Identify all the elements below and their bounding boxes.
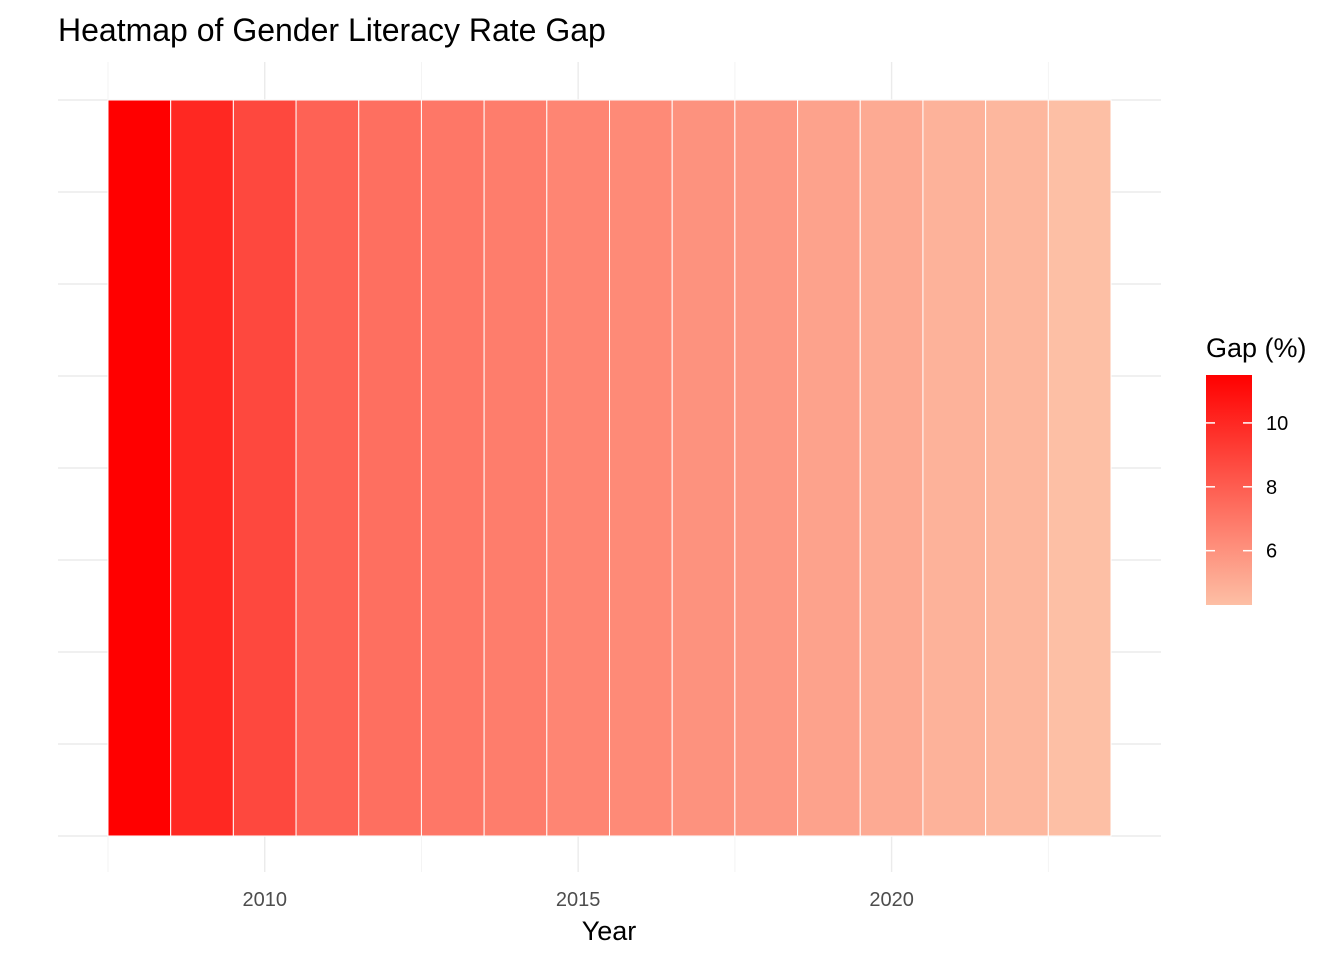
heatmap-tile bbox=[420, 99, 485, 837]
heatmap-tile bbox=[170, 99, 234, 837]
legend-ticks: 6 8 10 bbox=[1206, 413, 1288, 563]
heatmap-tile bbox=[985, 99, 1049, 837]
heatmap-tile bbox=[1047, 99, 1112, 837]
x-tick-label: 2020 bbox=[869, 889, 914, 911]
heatmap-tile bbox=[232, 99, 297, 837]
heatmap-tiles bbox=[107, 99, 1112, 837]
heatmap-tile bbox=[546, 99, 610, 837]
x-axis-title: Year bbox=[582, 916, 637, 946]
legend-tick-label: 6 bbox=[1266, 541, 1277, 563]
color-legend: Gap (%) 6 8 10 bbox=[1206, 333, 1307, 605]
x-tick-label: 2015 bbox=[556, 889, 601, 911]
heatmap-tile bbox=[609, 99, 673, 837]
heatmap-tile bbox=[107, 99, 172, 837]
heatmap-tile bbox=[358, 99, 422, 837]
legend-tick-label: 10 bbox=[1266, 413, 1288, 435]
heatmap-tile bbox=[483, 99, 548, 837]
heatmap-tile bbox=[734, 99, 799, 837]
heatmap-tile bbox=[671, 99, 736, 837]
legend-colorbar bbox=[1206, 375, 1252, 605]
chart-title: Heatmap of Gender Literacy Rate Gap bbox=[58, 12, 606, 48]
heatmap-tile bbox=[295, 99, 360, 837]
heatmap-tile bbox=[922, 99, 987, 837]
heatmap-tile bbox=[859, 99, 924, 837]
x-axis-ticks: 2010 2015 2020 bbox=[242, 889, 913, 911]
heatmap-tile bbox=[797, 99, 861, 837]
legend-title: Gap (%) bbox=[1206, 333, 1307, 363]
x-tick-label: 2010 bbox=[242, 889, 287, 911]
legend-tick-label: 8 bbox=[1266, 477, 1277, 499]
